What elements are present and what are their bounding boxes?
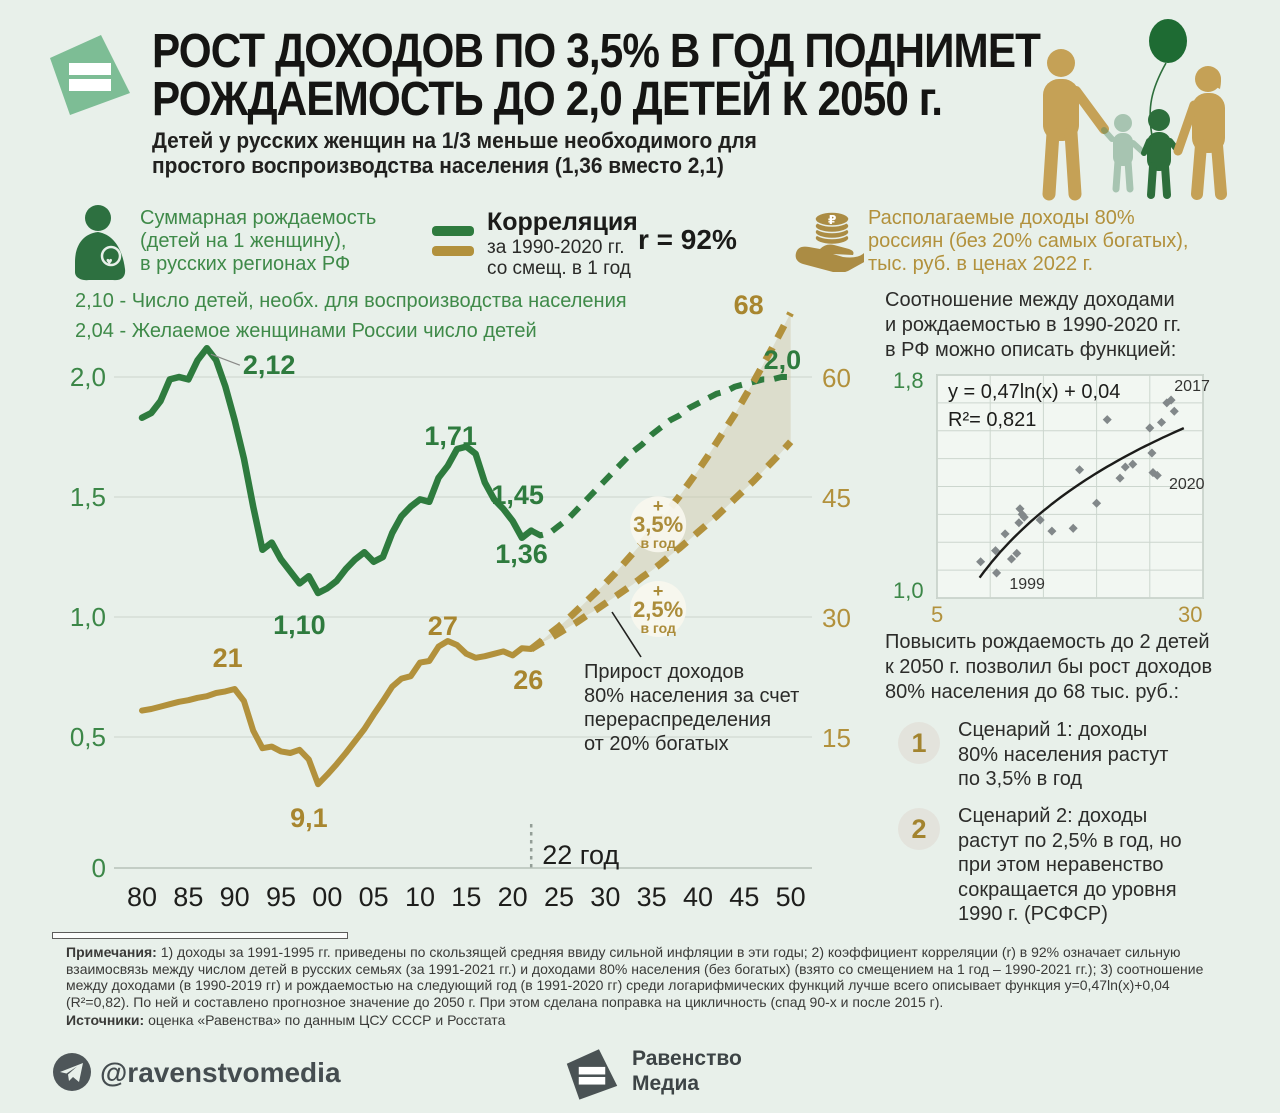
x-tick-label: 25 <box>543 882 575 912</box>
right-axis-tick: 15 <box>822 723 851 753</box>
right-axis-tick: 45 <box>822 483 851 513</box>
brand-logo-icon <box>563 1040 621 1102</box>
svg-text:3,5%: 3,5% <box>633 512 683 537</box>
x-tick-label: 15 <box>451 882 482 912</box>
telegram-handle-link[interactable]: @ravenstvomedia <box>100 1057 341 1088</box>
svg-text:2,5%: 2,5% <box>633 597 683 622</box>
left-axis-tick: 1,0 <box>69 602 106 632</box>
footnotes: Примечания: 1) доходы за 1991-1995 гг. п… <box>66 944 1226 1010</box>
x-tick-label: 45 <box>729 882 760 912</box>
x-tick-label: 95 <box>265 882 297 912</box>
mother-silhouette <box>1173 66 1227 200</box>
replacement-rate-note: 2,10 - Число детей, необх. для воспроизв… <box>75 290 627 312</box>
left-axis-tick: 0,5 <box>69 722 106 752</box>
x-tick-label: 80 <box>126 882 158 912</box>
ghost-child-silhouette <box>1101 114 1147 193</box>
inset-x-min-label: 5 <box>931 602 944 627</box>
data-point-label: 27 <box>427 611 458 641</box>
x-tick-label: 85 <box>173 882 204 912</box>
inset-intro-text: Соотношение между доходами и рождаемостью… <box>885 289 1182 361</box>
data-point-label: 1,36 <box>495 538 548 569</box>
data-point-label: 2,12 <box>242 350 296 381</box>
scenario-2-text: Сценарий 2: доходы растут по 2,5% в год, … <box>958 805 1182 925</box>
redistribution-annotation: Прирост доходов 80% населения за счет пере… <box>584 661 800 755</box>
scenario-1-badge: 1 <box>898 722 940 764</box>
inset-x-max-label: 30 <box>1178 602 1203 627</box>
page-subtitle-line1: Детей у русских женщин на 1/3 меньше нео… <box>152 128 757 153</box>
inset-r-squared: R²= 0,821 <box>948 409 1037 431</box>
data-point-label: 21 <box>212 643 243 673</box>
left-axis-tick: 0 <box>91 853 106 883</box>
x-tick-label: 35 <box>636 882 667 912</box>
svg-text:в год: в год <box>640 535 676 551</box>
footnotes-text: 1) доходы за 1991-1995 гг. приведены по … <box>66 944 1204 1010</box>
telegram-icon[interactable] <box>52 1052 92 1092</box>
footnotes-label: Примечания: <box>66 944 157 960</box>
inset-y-max-label: 1,8 <box>893 368 924 393</box>
footer-divider <box>52 932 348 939</box>
x-tick-label: 00 <box>312 882 343 912</box>
inset-year-label: 1999 <box>1009 576 1045 594</box>
svg-text:+: + <box>653 581 664 601</box>
svg-text:₽: ₽ <box>828 213 836 227</box>
x-tick-label: 50 <box>775 882 806 912</box>
inset-formula: y = 0,47ln(x) + 0,04 <box>948 381 1121 403</box>
gold-line-swatch <box>432 246 474 256</box>
data-point-label: 9,1 <box>290 803 328 834</box>
balloon-icon <box>1149 19 1187 142</box>
father-silhouette <box>1042 49 1109 201</box>
right-axis-tick: 30 <box>822 603 851 633</box>
right-axis-tick: 60 <box>822 363 851 393</box>
green-line-swatch <box>432 226 474 236</box>
mother-baby-icon: ♥ <box>68 203 132 283</box>
family-illustration <box>1012 3 1270 203</box>
fertility-legend: Суммарная рождаемость (детей на 1 женщин… <box>140 207 377 275</box>
sources-label: Источники: <box>66 1012 145 1028</box>
svg-text:♥: ♥ <box>106 256 113 268</box>
data-point-label: 2,0 <box>763 345 802 375</box>
income-legend: Располагаемые доходы 80% россиян (без 20… <box>868 207 1189 275</box>
x-tick-label: 20 <box>497 882 528 912</box>
scenario-2-badge: 2 <box>898 808 940 850</box>
data-point-label: 1,10 <box>273 610 326 640</box>
data-point-label: 1,71 <box>424 420 477 451</box>
x-tick-label: 30 <box>590 882 621 912</box>
data-point-label: 1,45 <box>491 480 544 510</box>
svg-text:+: + <box>653 496 664 516</box>
page-title-line2: РОЖДАЕМОСТЬ ДО 2,0 ДЕТЕЙ К 2050 г. <box>152 73 943 126</box>
scenario-1-text: Сценарий 1: доходы 80% населения растут по… <box>958 719 1169 790</box>
boy-silhouette <box>1141 109 1181 199</box>
left-axis-tick: 1,5 <box>69 482 106 512</box>
current-year-marker-label: 22 год <box>542 840 620 870</box>
data-point-label: 26 <box>513 665 544 695</box>
correlation-sub1: за 1990-2020 гг. <box>487 237 625 258</box>
correlation-r-value: r = 92% <box>638 224 737 255</box>
conclusion-text: Повысить рождаемость до 2 детей к 2050 г.… <box>885 631 1213 703</box>
data-point-label: 68 <box>733 290 764 320</box>
inset-y-min-label: 1,0 <box>893 578 924 603</box>
ruble-hand-icon: ₽ <box>792 206 864 272</box>
x-tick-label: 90 <box>219 882 250 912</box>
sources-text: оценка «Равенства» по данным ЦСУ СССР и … <box>144 1012 506 1028</box>
svg-text:в год: в год <box>640 620 676 636</box>
sources: Источники: оценка «Равенства» по данным … <box>66 1012 1226 1029</box>
x-tick-label: 10 <box>404 882 436 912</box>
page-title-line1: РОСТ ДОХОДОВ ПО 3,5% В ГОД ПОДНИМЕТ <box>152 25 1041 78</box>
left-axis-tick: 2,0 <box>69 362 106 392</box>
x-tick-label: 05 <box>358 882 389 912</box>
page-subtitle-line2: простого воспроизводства населения (1,36… <box>152 153 724 178</box>
inset-year-label: 2017 <box>1174 378 1210 396</box>
brand-name: Равенство Медиа <box>632 1047 742 1095</box>
correlation-title: Корреляция <box>487 208 638 236</box>
desired-children-note: 2,04 - Желаемое женщинами России число д… <box>75 320 537 342</box>
equality-logo-icon <box>44 22 136 117</box>
correlation-sub2: со смещ. в 1 год <box>487 258 631 279</box>
x-tick-label: 40 <box>682 882 714 912</box>
inset-year-label: 2020 <box>1168 475 1205 493</box>
